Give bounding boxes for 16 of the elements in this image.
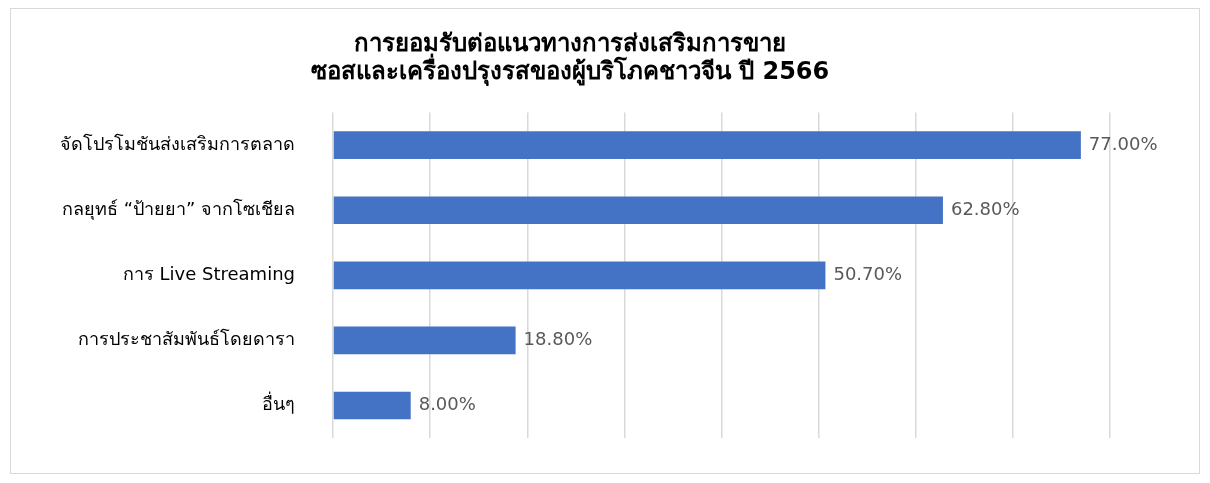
data-label: 62.80%: [950, 197, 1020, 219]
bar: [333, 261, 826, 290]
y-tick-label: การประชาสัมพันธ์โดยดารา: [78, 328, 295, 350]
y-tick-label: อื่นๆ: [262, 391, 295, 415]
bar: [333, 326, 516, 355]
y-tick-label: การ Live Streaming: [122, 262, 295, 284]
data-label: 8.00%: [418, 393, 476, 415]
data-label: 77.00%: [1088, 132, 1158, 154]
data-label: 18.80%: [523, 328, 593, 350]
data-label: 50.70%: [833, 262, 903, 284]
chart-title: การยอมรับต่อแนวทางการส่งเสริมการขาย ซอสและเครื่องปรุงรสของผู้บริโภคชาวจีน ปี 2566: [310, 28, 830, 88]
y-tick-label: กลยุทธ์ “ป้ายยา” จากโซเชียล: [61, 197, 295, 220]
bar: [333, 391, 411, 420]
y-tick-label: จัดโปรโมชันส่งเสริมการตลาด: [60, 132, 295, 154]
bar: [333, 131, 1081, 159]
bar: [333, 196, 943, 225]
